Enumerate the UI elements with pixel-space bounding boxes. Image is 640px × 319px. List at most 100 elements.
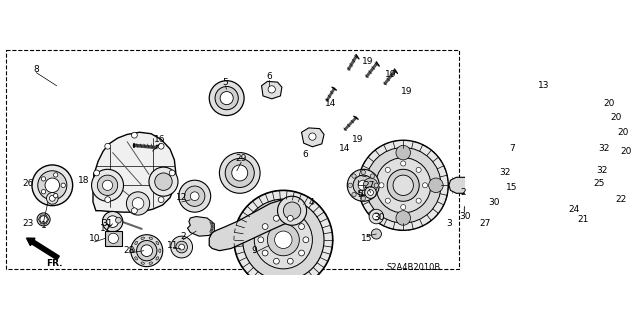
Text: 19: 19 xyxy=(362,57,373,66)
Ellipse shape xyxy=(141,237,145,240)
Circle shape xyxy=(258,237,264,243)
Polygon shape xyxy=(301,128,324,147)
Circle shape xyxy=(576,204,584,211)
Circle shape xyxy=(211,228,213,230)
Circle shape xyxy=(303,237,308,243)
Ellipse shape xyxy=(211,97,214,99)
Text: 15: 15 xyxy=(361,234,372,243)
Circle shape xyxy=(102,211,123,232)
Text: 23: 23 xyxy=(22,219,33,228)
Text: 15: 15 xyxy=(506,183,518,192)
Circle shape xyxy=(184,186,205,206)
Text: 18: 18 xyxy=(78,176,90,185)
Ellipse shape xyxy=(252,181,255,185)
Circle shape xyxy=(541,92,547,97)
Text: 6: 6 xyxy=(302,150,308,159)
Circle shape xyxy=(105,197,111,203)
Polygon shape xyxy=(262,81,282,99)
Text: 31: 31 xyxy=(102,219,113,228)
Ellipse shape xyxy=(232,188,237,191)
Text: 13: 13 xyxy=(538,81,549,90)
Text: 26: 26 xyxy=(22,179,33,188)
Ellipse shape xyxy=(236,107,239,110)
Circle shape xyxy=(584,162,601,180)
Polygon shape xyxy=(188,217,214,236)
Ellipse shape xyxy=(243,155,247,158)
Circle shape xyxy=(92,169,124,201)
Circle shape xyxy=(284,202,301,219)
Text: 9: 9 xyxy=(252,246,257,255)
Circle shape xyxy=(361,170,365,174)
Ellipse shape xyxy=(159,249,161,253)
Text: 11: 11 xyxy=(167,241,179,250)
Ellipse shape xyxy=(232,155,237,158)
Polygon shape xyxy=(525,106,602,211)
Polygon shape xyxy=(449,177,478,193)
Circle shape xyxy=(374,183,378,188)
Text: 10: 10 xyxy=(89,234,100,243)
Text: 3: 3 xyxy=(446,219,452,228)
Circle shape xyxy=(358,140,448,230)
Text: 19: 19 xyxy=(401,87,413,96)
Circle shape xyxy=(278,196,307,225)
Ellipse shape xyxy=(544,135,582,185)
Circle shape xyxy=(532,201,540,209)
Circle shape xyxy=(467,206,474,213)
Ellipse shape xyxy=(156,241,159,245)
Circle shape xyxy=(254,211,312,269)
Text: FR.: FR. xyxy=(46,258,63,268)
Circle shape xyxy=(352,174,356,178)
Circle shape xyxy=(401,161,406,166)
Text: 14: 14 xyxy=(339,145,351,153)
Circle shape xyxy=(169,170,175,176)
Text: 21: 21 xyxy=(577,215,588,224)
Circle shape xyxy=(393,175,413,196)
Circle shape xyxy=(141,245,152,256)
Circle shape xyxy=(365,147,441,223)
Circle shape xyxy=(131,132,138,138)
Circle shape xyxy=(416,198,421,203)
Circle shape xyxy=(422,183,428,188)
Circle shape xyxy=(102,180,113,190)
Circle shape xyxy=(429,178,443,193)
Text: 25: 25 xyxy=(594,179,605,188)
Circle shape xyxy=(519,147,527,155)
Circle shape xyxy=(396,145,410,160)
Circle shape xyxy=(582,201,589,209)
Circle shape xyxy=(511,168,521,178)
Circle shape xyxy=(520,161,524,164)
Bar xyxy=(575,122,593,150)
Circle shape xyxy=(476,182,483,189)
Circle shape xyxy=(515,182,520,188)
Text: 20: 20 xyxy=(621,147,632,156)
Polygon shape xyxy=(605,192,616,201)
Circle shape xyxy=(32,165,73,206)
Circle shape xyxy=(287,258,293,264)
Text: S2A4B2010B: S2A4B2010B xyxy=(387,263,441,272)
Ellipse shape xyxy=(215,107,218,110)
Polygon shape xyxy=(591,182,600,189)
Circle shape xyxy=(268,86,275,93)
Text: 22: 22 xyxy=(616,195,627,204)
Ellipse shape xyxy=(243,188,247,191)
Circle shape xyxy=(353,175,373,196)
Circle shape xyxy=(371,174,374,178)
Circle shape xyxy=(54,194,58,198)
Circle shape xyxy=(211,225,213,227)
Circle shape xyxy=(506,164,525,182)
Circle shape xyxy=(107,216,118,227)
Ellipse shape xyxy=(537,127,589,193)
Circle shape xyxy=(37,213,50,226)
Circle shape xyxy=(262,224,268,229)
Circle shape xyxy=(115,217,122,223)
Text: 28: 28 xyxy=(124,246,135,255)
Ellipse shape xyxy=(224,181,227,185)
Text: 27: 27 xyxy=(479,219,491,228)
Ellipse shape xyxy=(221,171,224,175)
Circle shape xyxy=(105,143,111,149)
Text: 2: 2 xyxy=(180,232,186,241)
Text: 19: 19 xyxy=(352,135,363,144)
Circle shape xyxy=(365,187,376,198)
Text: 20: 20 xyxy=(618,128,629,137)
Circle shape xyxy=(243,199,324,280)
